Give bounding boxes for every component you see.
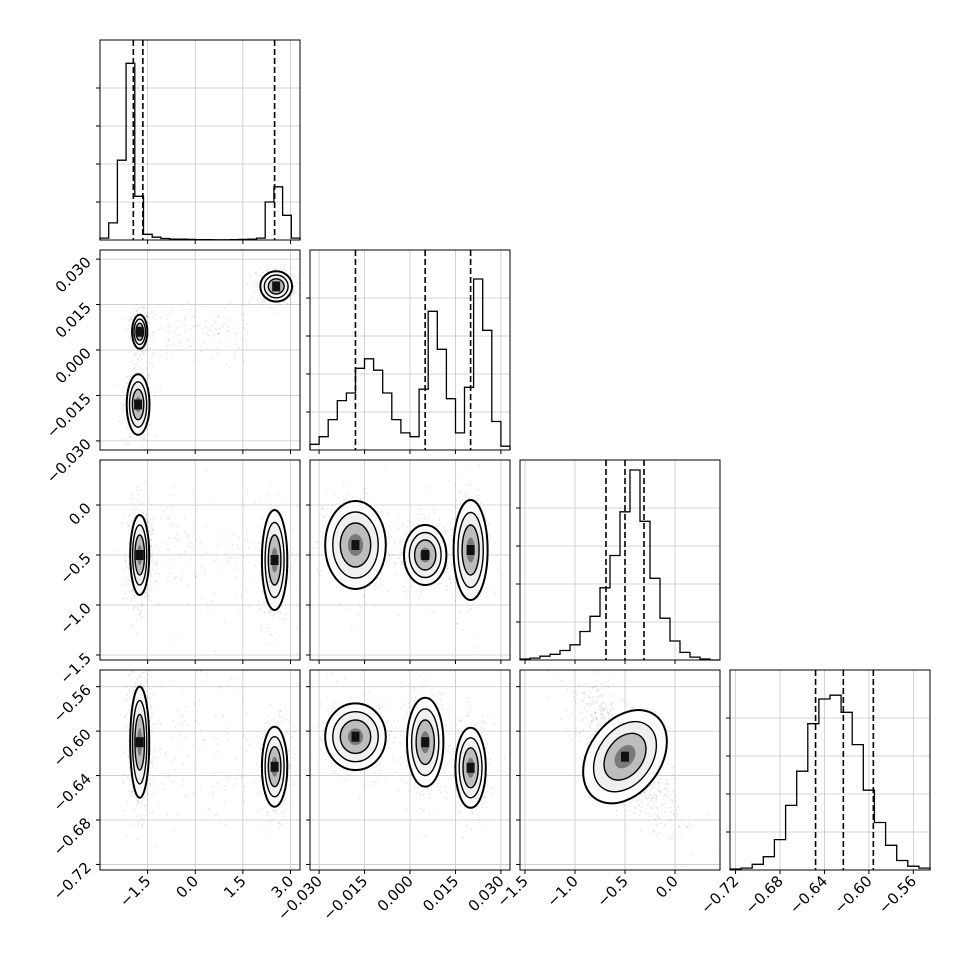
histogram-step [729, 694, 931, 870]
x-tick-label: 0.0 [652, 872, 682, 902]
density-peak [421, 737, 430, 748]
density-peak [270, 555, 279, 565]
density-peak [135, 550, 144, 560]
density-peak [270, 761, 279, 772]
panel-content [116, 263, 300, 450]
hist-panel-2 [516, 459, 721, 661]
panel-content [122, 670, 296, 849]
y-tick-label: 0.015 [52, 299, 95, 342]
x-tick-label: −0.64 [786, 872, 831, 917]
x-tick-label: −0.56 [875, 872, 920, 917]
density-peak [421, 550, 430, 560]
axes-frame [729, 669, 931, 871]
scatter-panel-3-0 [99, 669, 301, 871]
axes-frame [99, 459, 301, 661]
density-peak [134, 399, 143, 410]
density-peak [466, 762, 475, 773]
x-tick-label: −0.5 [593, 872, 631, 910]
x-tick-label: 0.015 [419, 872, 462, 915]
y-tick-label: −1.5 [56, 649, 94, 687]
axes-frame [99, 669, 301, 871]
density-peak [135, 326, 144, 337]
scatter-panel-2-0 [99, 459, 301, 661]
y-tick-label: −0.64 [50, 770, 95, 815]
y-tick-label: −0.72 [50, 859, 95, 904]
y-tick-label: −0.030 [43, 435, 95, 487]
scatter-panel-3-1 [309, 669, 511, 871]
y-tick-label: −0.015 [43, 390, 95, 442]
histogram-step [309, 278, 511, 450]
y-tick-label: −0.5 [56, 549, 94, 587]
panel-content [546, 670, 716, 868]
density-peak [135, 737, 144, 748]
axes-frame [99, 39, 301, 241]
y-tick-label: −1.0 [56, 599, 94, 637]
hist-panel-1 [306, 249, 511, 451]
density-peak [351, 731, 360, 742]
hist-panel-0 [96, 39, 301, 241]
density-peak [466, 545, 475, 555]
density-peak [351, 540, 360, 550]
y-tick-label: −0.60 [50, 725, 95, 770]
histogram-step [99, 62, 301, 241]
axes-frame [519, 669, 721, 871]
panel-content [310, 464, 499, 649]
x-tick-label: −1.0 [543, 872, 581, 910]
x-tick-label: −0.60 [830, 872, 875, 917]
scatter-panel-1-0 [99, 249, 301, 451]
x-tick-label: 1.5 [220, 872, 250, 902]
density-peak [272, 281, 281, 292]
scatter-panel-2-1 [309, 459, 511, 661]
x-tick-label: 0.000 [374, 872, 417, 915]
panel-content [310, 672, 506, 839]
x-tick-label: −1.5 [116, 872, 154, 910]
x-tick-label: −0.015 [319, 872, 371, 924]
x-tick-label: 0.0 [172, 872, 202, 902]
scatter-panel-3-2 [519, 669, 721, 871]
axes-frame [519, 459, 721, 661]
x-tick-label: −0.72 [697, 872, 742, 917]
hist-panel-3 [726, 669, 931, 871]
y-tick-label: −0.68 [50, 814, 95, 859]
density-peak [621, 751, 629, 762]
y-tick-label: 0.000 [52, 344, 95, 387]
histogram-step [519, 469, 720, 661]
x-tick-label: −0.68 [742, 872, 787, 917]
panel-content [116, 469, 298, 653]
y-tick-label: 0.0 [65, 499, 95, 529]
y-tick-label: −0.56 [50, 681, 95, 726]
y-tick-label: 0.030 [52, 253, 95, 296]
